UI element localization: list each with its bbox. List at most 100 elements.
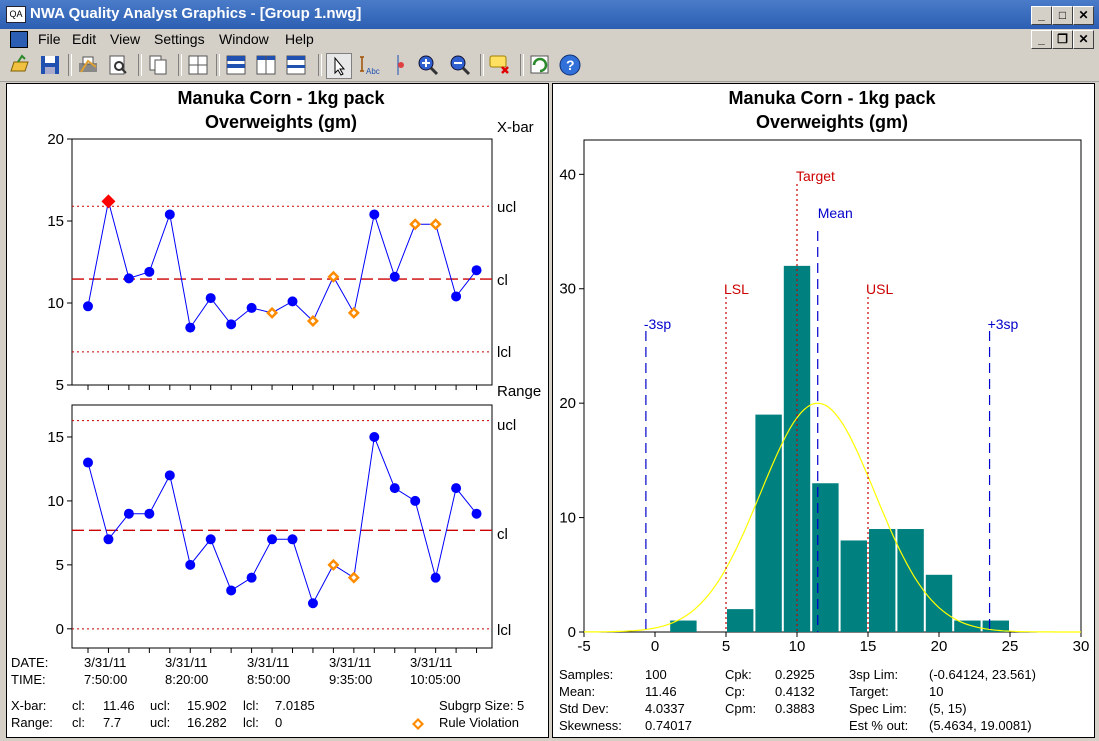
xbar-point: [83, 301, 93, 312]
range-point-rule-violation-center: [351, 575, 357, 581]
save-icon[interactable]: [38, 53, 62, 77]
xbar-lcl-label: lcl: [497, 344, 511, 361]
xbar-point: [451, 291, 462, 302]
hist-xtick-label: 0: [651, 638, 659, 655]
range-point: [471, 508, 482, 519]
menu-window[interactable]: Window: [219, 31, 269, 47]
control-chart-pane[interactable]: Manuka Corn - 1kg pack Overweights (gm) …: [6, 83, 549, 738]
histogram-bar: [925, 574, 953, 632]
open-icon[interactable]: [8, 53, 32, 77]
minimize-button[interactable]: _: [1031, 6, 1052, 25]
control-chart-subtitle: Overweights (gm): [205, 112, 357, 132]
pointer-icon[interactable]: [326, 53, 352, 79]
split-vertical-icon[interactable]: [254, 53, 278, 77]
histogram-subtitle: Overweights (gm): [756, 112, 908, 132]
histogram-bar: [727, 609, 754, 632]
help-icon[interactable]: ?: [558, 53, 582, 77]
histogram-pane[interactable]: Manuka Corn - 1kg pack Overweights (gm) …: [552, 83, 1095, 738]
xbar-point-rule-violation-center: [433, 221, 439, 227]
print-icon[interactable]: [76, 53, 100, 77]
doc-minimize-button[interactable]: _: [1031, 30, 1052, 49]
histogram-bar: [812, 483, 839, 632]
clear-comments-icon[interactable]: [488, 53, 512, 77]
document-icon[interactable]: [10, 31, 28, 48]
time-3: 8:50:00: [247, 672, 291, 687]
subgroup-size: Subgrp Size: 5: [439, 698, 525, 713]
histogram-bar: [670, 620, 697, 632]
close-button[interactable]: ✕: [1073, 6, 1094, 25]
cpm-value: 0.3883: [775, 701, 815, 716]
range-point: [144, 508, 155, 519]
xbar-point: [389, 271, 400, 282]
menu-edit[interactable]: Edit: [72, 31, 97, 47]
doc-restore-button[interactable]: ❐: [1052, 30, 1073, 49]
zoom-in-icon[interactable]: [416, 53, 440, 77]
date-2: 3/31/11: [165, 655, 208, 670]
menu-file[interactable]: File: [38, 31, 61, 47]
hist-ytick-label: 30: [559, 281, 576, 298]
histogram-bar: [755, 414, 782, 632]
range-ytick-label: 10: [47, 493, 64, 510]
range-ucl-label: ucl: [497, 417, 516, 434]
range-point: [246, 572, 257, 583]
3sp-limit-label: 3sp Lim:: [849, 667, 899, 682]
range-series-line: [87, 435, 477, 605]
menu-view[interactable]: View: [110, 31, 141, 47]
range-point: [369, 431, 380, 442]
range-cl-label: cl: [497, 526, 508, 543]
hist-xtick-label: 10: [789, 638, 806, 655]
range-cl-value: 7.7: [103, 715, 122, 730]
target-stat-label: Target:: [849, 684, 889, 699]
histogram-svg: Manuka Corn - 1kg pack Overweights (gm) …: [559, 88, 1089, 655]
split-horizontal-icon[interactable]: [284, 53, 308, 77]
svg-text:?: ?: [566, 57, 575, 73]
xbar-label: X-bar: [497, 119, 534, 136]
range-point: [103, 534, 114, 545]
hist-xtick-label: 20: [931, 638, 948, 655]
range-point: [226, 585, 237, 596]
range-point: [83, 457, 93, 468]
range-row-label: Range:: [11, 715, 53, 730]
lsl-label: LSL: [724, 281, 749, 297]
range-point: [185, 559, 196, 570]
xbar-ucl-key: ucl:: [150, 698, 171, 713]
range-ytick-label: 0: [56, 621, 64, 638]
xbar-point: [226, 319, 237, 330]
xbar-point-rule-violation-center: [310, 318, 316, 324]
doc-close-button[interactable]: ✕: [1073, 30, 1094, 49]
range-plot-frame: [71, 404, 493, 649]
tile-icon[interactable]: [224, 53, 248, 77]
xbar-point-out-of-control: [101, 194, 116, 209]
histogram-bar: [869, 529, 896, 632]
skewness-label: Skewness:: [559, 718, 622, 733]
xbar-point: [246, 302, 257, 313]
time-1: 7:50:00: [84, 672, 128, 687]
hist-ytick-label: 10: [559, 510, 576, 527]
xbar-point: [123, 273, 134, 284]
copy-icon[interactable]: [146, 53, 170, 77]
marker-icon[interactable]: [386, 53, 410, 77]
cp-label: Cp:: [725, 684, 746, 699]
print-preview-icon[interactable]: [106, 53, 130, 77]
hist-ytick-label: 40: [559, 166, 576, 183]
time-2: 8:20:00: [165, 672, 209, 687]
histogram-bar: [954, 620, 981, 632]
spec-limit-value: (5, 15): [929, 701, 967, 716]
range-lcl-key: lcl:: [243, 715, 259, 730]
menu-settings[interactable]: Settings: [154, 31, 205, 47]
app-icon: QA: [6, 6, 26, 23]
text-annotate-icon[interactable]: Abc: [356, 53, 380, 77]
range-label: Range: [497, 383, 541, 400]
range-point: [307, 598, 318, 609]
range-ytick-label: 5: [56, 557, 64, 574]
maximize-button[interactable]: □: [1052, 6, 1073, 25]
zoom-out-icon[interactable]: [448, 53, 472, 77]
range-cl-key: cl:: [72, 715, 85, 730]
menu-help[interactable]: Help: [285, 31, 314, 47]
cp-value: 0.4132: [775, 684, 815, 699]
cpk-label: Cpk:: [725, 667, 752, 682]
layout-grid-icon[interactable]: [186, 53, 210, 77]
hist-xtick-label: 15: [860, 638, 877, 655]
refresh-icon[interactable]: [528, 53, 552, 77]
range-ucl-key: ucl:: [150, 715, 171, 730]
